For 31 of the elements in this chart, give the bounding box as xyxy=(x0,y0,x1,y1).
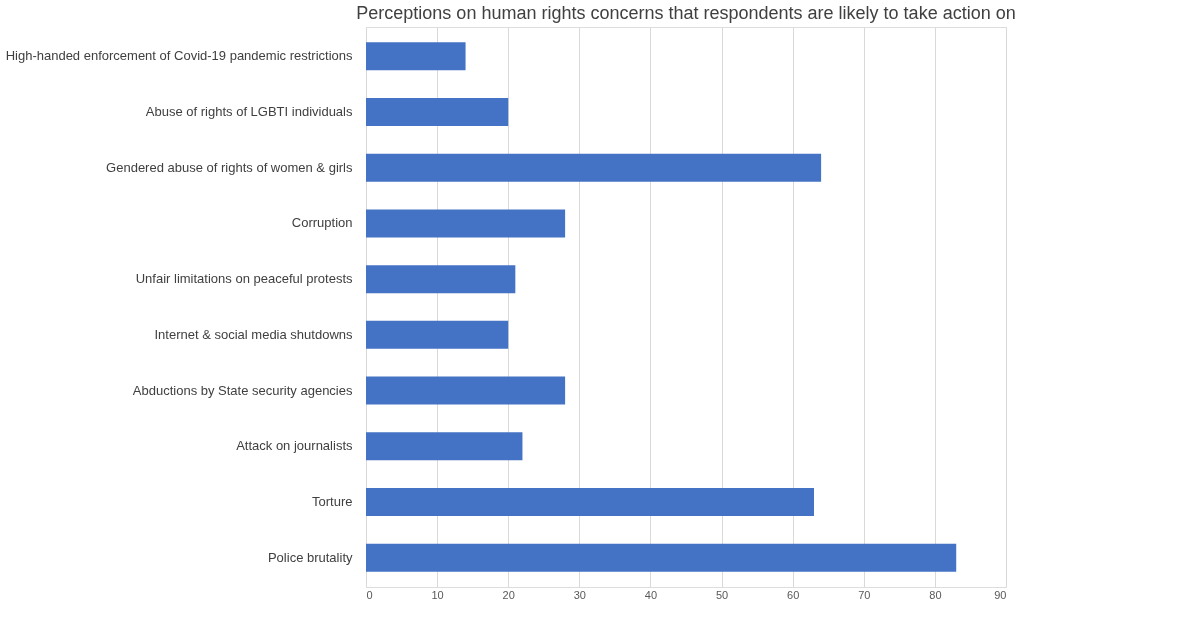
bar xyxy=(366,376,566,405)
y-tick-label: Abuse of rights of LGBTI individuals xyxy=(145,103,353,119)
chart-title: Perceptions on human rights concerns that respondents are likely to take action on xyxy=(356,3,1016,23)
bar xyxy=(366,97,509,126)
x-tick-label: 0 xyxy=(366,588,373,601)
x-tick-label: 70 xyxy=(858,588,871,601)
bar xyxy=(366,543,957,572)
y-tick-label: Corruption xyxy=(291,215,353,231)
y-tick-label: Abductions by State security agencies xyxy=(132,382,353,398)
y-tick-label: Internet & social media shutdowns xyxy=(154,326,353,342)
x-tick-label: 10 xyxy=(431,588,444,601)
x-tick-label: 20 xyxy=(502,588,515,601)
bar xyxy=(366,265,516,294)
bar xyxy=(366,320,509,349)
x-tick-label: 40 xyxy=(644,588,658,601)
y-tick-label: Gendered abuse of rights of women & girls xyxy=(106,159,353,175)
y-tick-label: Police brutality xyxy=(267,549,353,565)
bar xyxy=(366,432,523,461)
x-tick-label: 90 xyxy=(994,588,1007,601)
y-tick-label: Unfair limitations on peaceful protests xyxy=(135,271,353,287)
y-tick-label: Torture xyxy=(312,494,353,510)
x-tick-label: 80 xyxy=(929,588,942,601)
bar xyxy=(366,209,566,238)
bar xyxy=(366,153,822,182)
bar xyxy=(366,488,814,517)
y-tick-label: Attack on journalists xyxy=(236,438,353,454)
x-tick-label: 60 xyxy=(787,588,800,601)
x-tick-label: 30 xyxy=(573,588,586,601)
bar xyxy=(366,42,466,71)
x-tick-label: 50 xyxy=(715,588,729,601)
y-tick-label: High-handed enforcement of Covid-19 pandemic restrictions xyxy=(5,48,353,64)
